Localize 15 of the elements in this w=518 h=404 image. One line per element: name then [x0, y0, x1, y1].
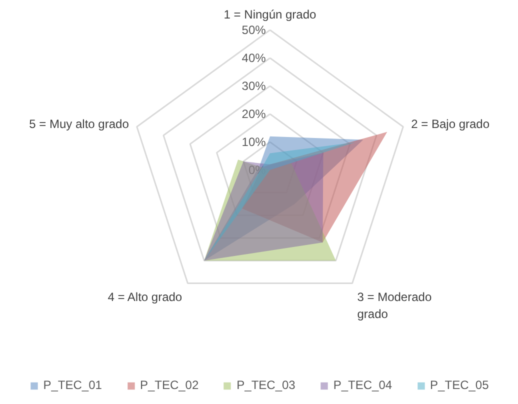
spoke-label: 5 = Muy alto grado: [29, 117, 130, 132]
legend-label: P_TEC_05: [430, 378, 489, 392]
y-tick-label: 40%: [242, 51, 266, 65]
legend-label: P_TEC_01: [43, 378, 102, 392]
y-tick-label: 10%: [242, 135, 266, 149]
legend-label: P_TEC_03: [236, 378, 296, 392]
spoke-label: 3 = Moderado grado: [357, 290, 432, 321]
spoke-label: 2 = Bajo grado: [411, 117, 490, 132]
legend-label: P_TEC_02: [140, 378, 199, 392]
y-tick-label: 50%: [242, 23, 266, 37]
spoke-label: 4 = Alto grado: [108, 290, 182, 304]
legend-label: P_TEC_04: [333, 378, 392, 392]
y-tick-label: 20%: [242, 107, 266, 121]
spoke-label: 1 = Ningún grado: [224, 8, 317, 22]
y-tick-label: 30%: [242, 79, 266, 93]
